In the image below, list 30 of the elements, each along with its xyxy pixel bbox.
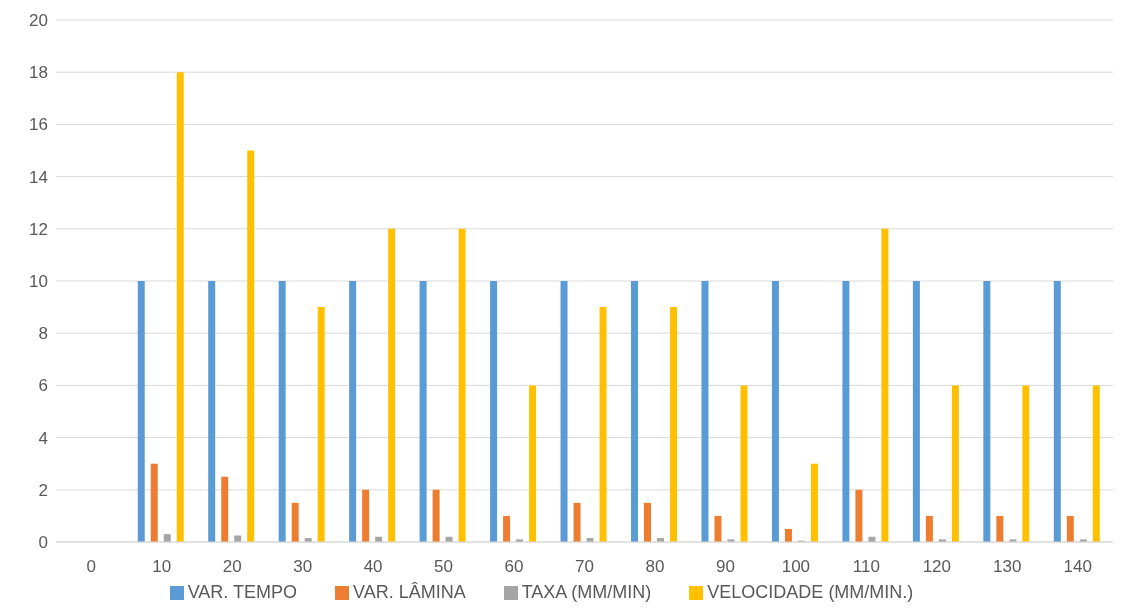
legend-label: VAR. TEMPO <box>187 582 297 602</box>
x-tick-label: 10 <box>152 557 172 577</box>
y-tick-label: 14 <box>29 167 48 187</box>
legend-label: VELOCIDADE (MM/MIN.) <box>707 582 914 602</box>
y-tick-label: 10 <box>29 272 48 292</box>
legend-label: TAXA (MM/MIN) <box>521 582 652 602</box>
legend-label: VAR. LÂMINA <box>352 582 466 602</box>
x-tick-label: 110 <box>852 557 880 577</box>
x-tick-label: 130 <box>993 557 1022 577</box>
x-tick-label: 0 <box>86 557 96 577</box>
x-tick-label: 50 <box>434 557 454 577</box>
y-tick-label: 8 <box>38 324 48 344</box>
y-tick-label: 18 <box>29 63 48 83</box>
x-tick-label: 90 <box>715 557 735 577</box>
y-tick-label: 6 <box>38 376 48 396</box>
x-tick-label: 60 <box>504 557 524 577</box>
y-tick-label: 4 <box>38 428 48 448</box>
x-tick-label: 140 <box>1063 557 1092 577</box>
x-tick-label: 30 <box>293 557 313 577</box>
x-tick-label: 20 <box>222 557 242 577</box>
y-tick-label: 12 <box>29 219 48 239</box>
x-tick-label: 40 <box>363 557 383 577</box>
x-tick-label: 120 <box>922 557 952 577</box>
y-tick-label: 0 <box>38 533 48 553</box>
y-tick-label: 20 <box>29 11 48 31</box>
x-tick-label: 80 <box>645 557 665 577</box>
x-tick-label: 100 <box>781 557 811 577</box>
y-tick-label: 2 <box>38 480 48 500</box>
y-tick-label: 16 <box>29 115 48 135</box>
x-tick-label: 70 <box>575 557 594 577</box>
